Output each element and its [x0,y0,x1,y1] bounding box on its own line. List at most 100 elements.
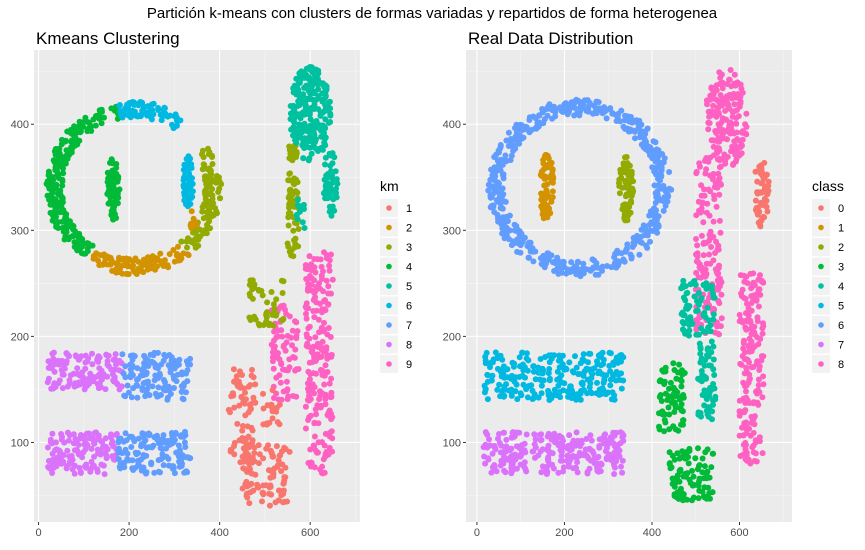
data-point [495,147,502,154]
data-point [202,226,209,233]
data-point [276,487,283,494]
data-point [306,393,312,399]
data-point [705,324,712,331]
data-point [649,210,656,217]
data-point [710,356,717,363]
data-point [244,423,251,430]
points-layer [43,64,341,509]
data-point [230,366,237,373]
data-point [704,468,711,475]
data-point [508,470,515,477]
data-point [93,250,100,257]
data-point [704,304,711,311]
data-point [672,404,679,411]
data-point [548,395,555,402]
data-point [555,376,562,383]
data-point [239,453,246,460]
data-point [305,368,312,375]
data-point [550,465,557,472]
data-point [483,349,490,356]
data-point [560,464,567,471]
data-point [116,102,123,108]
data-point [64,351,70,357]
data-point [185,361,191,368]
data-point [662,419,669,426]
data-point [754,314,761,321]
data-point [268,289,275,295]
data-point [538,390,545,397]
data-point [130,99,137,106]
data-point [254,483,261,490]
data-point [618,358,624,365]
data-point [618,107,625,114]
x-tick-label: 200 [120,527,138,539]
data-point [676,361,683,368]
data-point [497,462,504,469]
data-point [607,105,614,112]
data-point [287,116,294,122]
data-point [717,74,724,81]
data-point [691,482,698,488]
data-point [293,150,300,157]
data-point [596,444,603,451]
data-point [757,272,763,279]
data-point [708,349,715,356]
data-point [662,390,669,397]
data-point [78,238,84,245]
data-point [719,102,725,109]
data-point [595,271,602,278]
data-point [746,375,753,382]
data-point [290,253,297,260]
data-point [710,450,717,457]
data-point [545,387,552,394]
data-point [80,449,87,456]
data-point [562,100,569,107]
data-point [753,388,759,395]
data-point [280,342,287,349]
data-point [624,241,631,248]
data-point [328,393,335,400]
data-point [658,173,665,180]
data-point [255,442,262,449]
data-point [110,181,117,188]
data-point [710,366,717,373]
data-point [265,442,272,449]
data-point [521,440,528,447]
data-point [708,338,715,345]
data-point [741,295,748,302]
data-point [573,364,580,371]
data-point [284,498,291,505]
data-point [95,385,102,392]
data-point [199,166,206,173]
data-point [318,368,325,375]
data-point [693,168,700,175]
data-point [685,460,692,467]
data-point [706,120,713,127]
data-point [679,367,685,374]
data-point [710,381,717,387]
data-point [686,327,693,334]
data-point [304,340,311,347]
data-point [560,437,566,444]
data-point [184,378,191,385]
data-point [497,393,504,400]
data-point [489,359,496,366]
data-point [318,324,325,331]
data-point [624,217,631,224]
data-point [231,378,238,385]
data-point [71,134,78,140]
data-point [151,469,158,476]
data-point [207,225,214,232]
data-point [727,67,734,73]
data-point [77,470,84,476]
data-point [249,454,256,461]
data-point [248,480,255,487]
data-point [247,382,254,389]
data-point [322,362,329,369]
data-point [234,420,241,427]
legend-swatch [818,224,824,231]
data-point [555,382,562,389]
legend-label: 3 [838,262,844,274]
data-point [610,440,617,447]
data-point [700,240,707,247]
